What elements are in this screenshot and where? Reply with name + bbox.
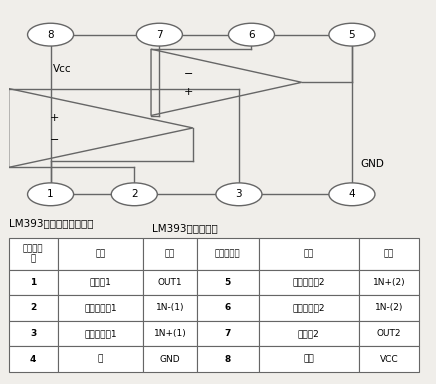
Bar: [9, 270, 58, 295]
Bar: [58, 295, 143, 321]
Text: +: +: [184, 87, 194, 97]
Text: 8: 8: [225, 354, 231, 364]
Text: 符号: 符号: [384, 249, 394, 258]
Text: 8: 8: [47, 30, 54, 40]
Bar: [359, 238, 419, 270]
Bar: [259, 270, 359, 295]
Text: 正向输入端1: 正向输入端1: [84, 329, 117, 338]
Circle shape: [27, 23, 74, 46]
Bar: [197, 295, 259, 321]
Bar: [259, 346, 359, 372]
Text: VCC: VCC: [380, 354, 398, 364]
Text: +: +: [50, 114, 59, 124]
Text: GND: GND: [160, 354, 180, 364]
Text: −: −: [50, 135, 59, 145]
Text: 1N-(1): 1N-(1): [156, 303, 184, 313]
Text: LM393内部结构图: LM393内部结构图: [152, 223, 218, 233]
Text: 7: 7: [156, 30, 163, 40]
Text: 符号: 符号: [165, 249, 175, 258]
Text: 2: 2: [30, 303, 36, 313]
Bar: [197, 270, 259, 295]
Bar: [143, 346, 197, 372]
Bar: [197, 238, 259, 270]
Text: 1: 1: [47, 189, 54, 199]
Bar: [143, 238, 197, 270]
Text: 1N-(2): 1N-(2): [375, 303, 403, 313]
Text: 4: 4: [349, 189, 355, 199]
Bar: [359, 346, 419, 372]
Text: 地: 地: [98, 354, 103, 364]
Text: 正向输入端2: 正向输入端2: [293, 278, 325, 287]
Text: 引出端序
号: 引出端序 号: [23, 244, 44, 263]
Text: 5: 5: [225, 278, 231, 287]
Text: 1: 1: [30, 278, 36, 287]
Text: 引出端序号: 引出端序号: [215, 249, 240, 258]
Bar: [58, 238, 143, 270]
Text: 3: 3: [30, 329, 36, 338]
Text: 功能: 功能: [95, 249, 106, 258]
Bar: [143, 295, 197, 321]
Circle shape: [329, 183, 375, 206]
Text: 1N+(1): 1N+(1): [153, 329, 186, 338]
Text: 输出端2: 输出端2: [298, 329, 320, 338]
Text: 电源: 电源: [303, 354, 314, 364]
Bar: [9, 295, 58, 321]
Circle shape: [329, 23, 375, 46]
Bar: [359, 321, 419, 346]
Text: 5: 5: [349, 30, 355, 40]
Text: 反向输入端1: 反向输入端1: [84, 303, 117, 313]
Bar: [58, 346, 143, 372]
Bar: [58, 270, 143, 295]
Text: Vcc: Vcc: [53, 64, 72, 74]
Bar: [9, 346, 58, 372]
Text: OUT1: OUT1: [158, 278, 182, 287]
Text: OUT2: OUT2: [377, 329, 401, 338]
Circle shape: [228, 23, 275, 46]
Bar: [143, 321, 197, 346]
Text: 7: 7: [225, 329, 231, 338]
Circle shape: [216, 183, 262, 206]
Bar: [58, 321, 143, 346]
Bar: [259, 321, 359, 346]
Text: LM393引脚功能排列表：: LM393引脚功能排列表：: [9, 218, 93, 228]
Text: 4: 4: [30, 354, 36, 364]
Text: 2: 2: [131, 189, 138, 199]
Text: 1N+(2): 1N+(2): [373, 278, 405, 287]
Bar: [9, 238, 58, 270]
Bar: [359, 295, 419, 321]
Bar: [259, 295, 359, 321]
Text: 6: 6: [248, 30, 255, 40]
Bar: [259, 238, 359, 270]
Bar: [143, 270, 197, 295]
Circle shape: [111, 183, 157, 206]
Bar: [9, 321, 58, 346]
Text: 6: 6: [225, 303, 231, 313]
Circle shape: [27, 183, 74, 206]
Bar: [197, 321, 259, 346]
Text: 输出端1: 输出端1: [89, 278, 112, 287]
Bar: [197, 346, 259, 372]
Circle shape: [136, 23, 182, 46]
Text: 反向输入端2: 反向输入端2: [293, 303, 325, 313]
Text: −: −: [184, 70, 194, 79]
Text: GND: GND: [360, 159, 384, 169]
Text: 3: 3: [235, 189, 242, 199]
Text: 功能: 功能: [303, 249, 314, 258]
Bar: [359, 270, 419, 295]
